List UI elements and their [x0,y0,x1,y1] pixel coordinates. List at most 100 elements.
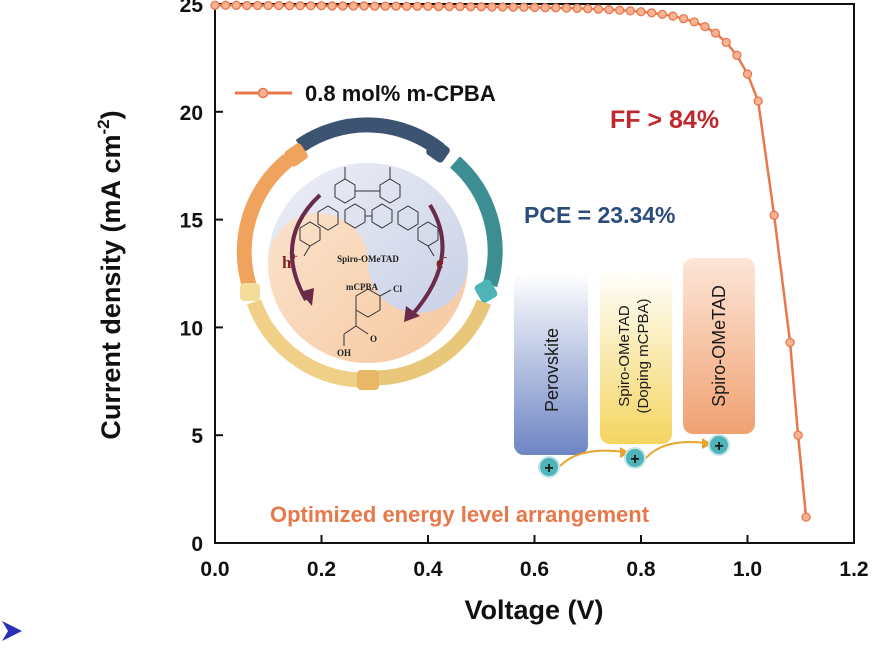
svg-text:+: + [630,451,639,468]
data-point [380,1,391,11]
data-point [465,2,476,12]
data-point [689,17,699,27]
data-point [433,1,444,12]
x-tick-label: 0.6 [520,558,549,581]
data-point [668,11,678,21]
data-point [742,69,753,79]
hole-3: + [708,434,730,456]
data-point [348,1,359,11]
pce-annotation: PCE = 23.34% [524,202,676,228]
ff-annotation: FF > 84% [610,106,719,134]
y-tick-label: 25 [180,0,204,17]
data-point [647,8,657,18]
ring-segment-left [236,154,293,291]
data-point [274,0,284,11]
legend-marker [257,87,269,99]
hole-arrow-icon [289,193,322,301]
data-point [793,430,803,440]
hydroxyl-label: OH [337,348,351,358]
data-point [402,1,412,12]
ring-node-top-right [426,139,450,163]
mcpba-label: mCPBA [346,282,378,292]
layer-spiro [683,258,755,434]
y-tick-label: 20 [180,102,203,125]
data-point [306,1,316,11]
data-point [476,2,486,12]
data-point [487,2,497,12]
data-point [657,9,667,19]
x-tick-label: 0.8 [626,558,656,581]
y-tick-label: 5 [191,425,203,448]
ring-segment-top [295,117,445,156]
data-point [785,337,795,348]
data-point [220,0,231,10]
data-point [636,7,646,17]
data-point [710,28,721,38]
energy-level-diagram: Perovskite Spiro-OMeTAD (Doping mCPBA) S… [514,258,755,478]
data-point [231,0,241,10]
x-axis-title: Voltage (V) [464,595,603,625]
data-point [444,1,454,12]
data-point [327,1,337,11]
data-point [508,2,518,12]
ring-node-bottom [357,370,379,390]
data-point [391,1,401,11]
layer-spiro-doped [600,268,672,444]
mcpba-structure [343,288,392,346]
ring-node-left [240,283,260,301]
hole-2: + [624,447,646,469]
data-point [338,1,348,11]
data-point [210,0,220,10]
data-point [263,0,273,11]
y-tick-label: 15 [180,210,204,233]
data-point [561,3,572,13]
y-axis-title: Current density (mA cm-2) [94,110,126,439]
svg-text:+: + [544,460,553,477]
data-point [753,96,763,106]
data-point [769,210,779,220]
ring-segment-bottom-left [246,299,359,388]
data-point [593,4,604,14]
data-point [316,1,327,11]
layer-spiro-label: Spiro-OMeTAD [709,285,729,407]
data-point [252,0,263,11]
ring-node-right [474,279,498,303]
legend: 0.8 mol% m-CPBA [235,81,496,106]
data-point [519,2,529,12]
hole-1: + [538,456,560,478]
transfer-arrow-1 [559,449,625,467]
x-tick-label: 0.2 [307,558,336,581]
molecule-inset: Spiro-OMeTAD mCPBA Cl O OH h+ e- [236,117,503,390]
blue-arrowhead-icon [2,621,22,641]
layer-perovskite [514,273,588,455]
data-point [370,1,380,11]
svg-text:+: + [714,438,723,455]
layer-perovskite-label: Perovskite [542,328,562,412]
data-point [721,37,731,48]
data-point [615,5,625,15]
data-point [732,50,742,60]
hole-label: h+ [282,251,298,272]
data-point [678,14,689,24]
data-point [529,2,540,13]
transfer-arrow-2 [645,441,707,459]
x-tick-label: 0.0 [200,558,229,581]
data-point [242,0,252,11]
y-axis-ticks: 0 5 10 15 20 25 [180,0,223,556]
spiro-ometad-label: Spiro-OMeTAD [337,254,399,264]
electron-arrow-icon [410,203,445,317]
spiro-ometad-structure [299,167,439,257]
data-point [540,3,550,13]
oxygen-label: O [370,334,377,344]
ring-segment-bottom-right [375,299,492,386]
data-point [497,2,508,12]
data-point [359,1,369,11]
data-point [625,6,635,16]
layer-spiro-doped-label-1: Spiro-OMeTAD [616,305,633,407]
data-point [700,21,710,32]
data-point [572,3,582,13]
x-tick-label: 1.2 [839,558,868,581]
data-point [423,1,433,12]
y-tick-label: 0 [191,533,203,556]
